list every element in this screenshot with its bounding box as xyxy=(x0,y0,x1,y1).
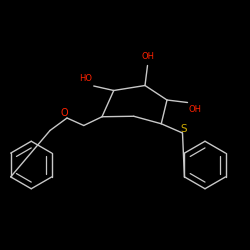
Text: OH: OH xyxy=(141,52,154,61)
Text: OH: OH xyxy=(189,106,202,114)
Text: O: O xyxy=(60,108,68,118)
Text: S: S xyxy=(180,124,187,134)
Text: HO: HO xyxy=(80,74,92,83)
